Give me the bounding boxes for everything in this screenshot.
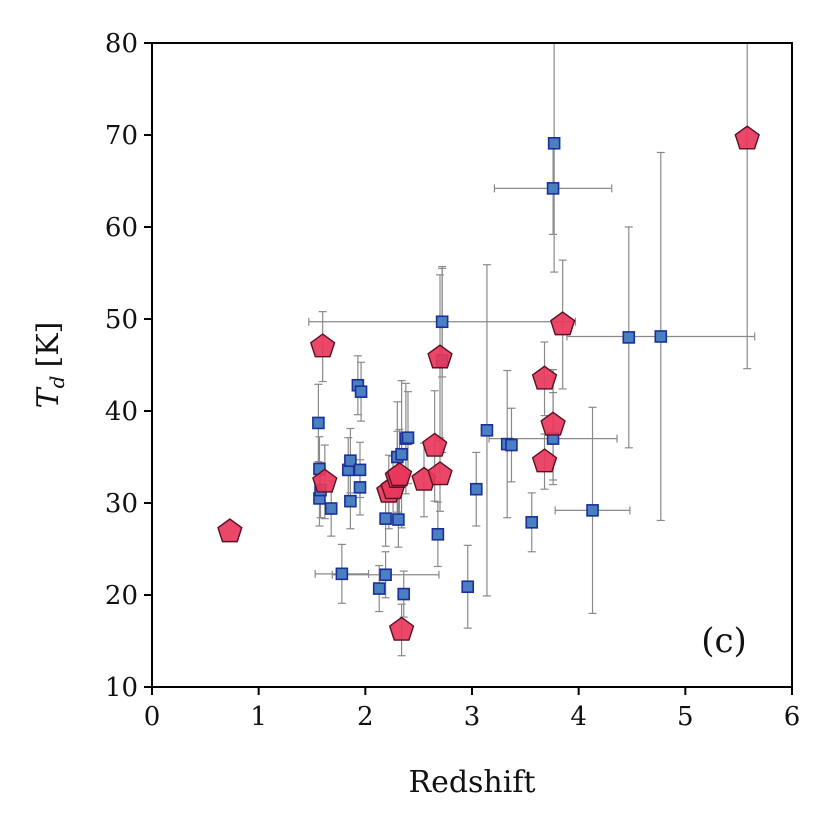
x-tick-label-1: 1 [250, 702, 267, 732]
y-tick-label-3: 40 [105, 397, 138, 427]
y-tick-label-5: 60 [105, 213, 138, 243]
data-point-square-19 [397, 587, 411, 601]
data-point-pentagon-9 [421, 432, 448, 457]
data-point-pentagon-6 [386, 462, 413, 487]
y-tick-label-2: 30 [105, 489, 138, 519]
data-point-square-13 [372, 582, 386, 595]
data-point-pentagon-7 [388, 616, 415, 641]
data-point-square-30 [525, 516, 539, 529]
y-tick-label-4: 50 [105, 305, 138, 335]
panel-label: (c) [701, 621, 747, 661]
data-point-square-22 [431, 527, 445, 541]
data-point-square-12 [353, 481, 367, 494]
y-tick-label-7: 80 [105, 29, 138, 59]
data-point-pentagon-1 [309, 333, 336, 358]
data-point-pentagon-11 [427, 344, 453, 369]
data-point-square-23 [435, 315, 449, 329]
y-axis-label-symbol: T [31, 386, 66, 408]
data-point-pentagon-16 [734, 125, 760, 150]
x-tick-label-0: 0 [144, 702, 161, 732]
data-point-square-7 [344, 454, 357, 467]
x-tick-label-6: 6 [784, 702, 801, 732]
x-axis-ticks: 0 1 2 3 4 5 6 [144, 687, 801, 732]
data-point-square-11 [353, 463, 367, 477]
data-point-pentagon-0 [217, 518, 243, 543]
data-point-pentagon-2 [312, 468, 338, 493]
x-tick-label-3: 3 [464, 702, 481, 732]
y-axis-label-unit: [K] [31, 322, 66, 368]
marker-layer [217, 125, 760, 641]
y-axis-ticks: 10 20 30 40 50 60 70 80 [105, 29, 152, 703]
x-tick-label-5: 5 [677, 702, 694, 732]
data-point-square-8 [344, 494, 357, 508]
data-point-square-15 [379, 512, 392, 525]
data-point-square-21 [401, 431, 415, 444]
data-point-pentagon-10 [427, 461, 453, 486]
data-point-square-25 [461, 580, 475, 594]
y-tick-label-6: 70 [105, 121, 138, 151]
data-point-square-29 [505, 438, 518, 452]
data-point-pentagon-14 [540, 411, 566, 436]
errorbar-layer [308, 43, 756, 657]
data-point-pentagon-13 [531, 448, 558, 473]
data-point-square-14 [379, 568, 392, 582]
data-point-square-5 [335, 567, 349, 581]
data-point-square-10 [354, 385, 368, 398]
y-axis-label: Td [K] [31, 322, 69, 409]
x-tick-label-4: 4 [570, 702, 587, 732]
x-tick-label-2: 2 [357, 702, 374, 732]
data-point-square-18 [395, 447, 408, 461]
y-axis-label-subscript: d [45, 376, 69, 389]
data-point-square-32 [546, 182, 560, 195]
data-point-square-36 [654, 330, 668, 343]
data-point-square-4 [324, 502, 338, 515]
data-point-square-34 [586, 504, 599, 517]
y-tick-label-0: 10 [105, 673, 138, 703]
data-point-square-26 [469, 482, 483, 496]
data-point-pentagon-12 [531, 365, 558, 390]
data-point-square-35 [622, 331, 636, 344]
data-point-square-33 [547, 136, 561, 150]
data-point-pentagon-15 [549, 311, 576, 336]
data-point-square-0 [312, 416, 325, 430]
data-point-square-27 [480, 424, 494, 437]
data-point-square-17 [392, 513, 405, 526]
x-axis-label: Redshift [408, 765, 535, 800]
y-tick-label-1: 20 [105, 581, 138, 611]
